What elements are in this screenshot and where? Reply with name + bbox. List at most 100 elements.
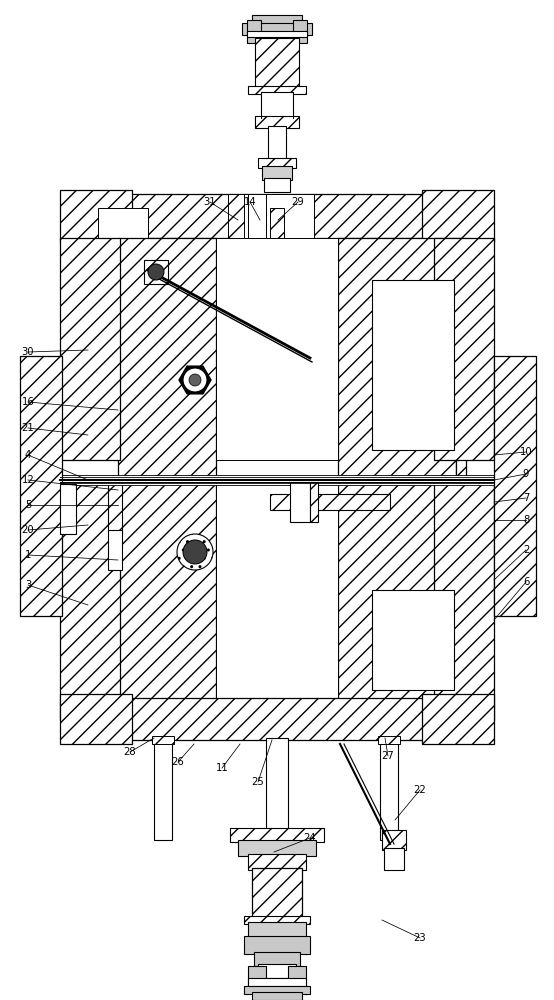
Bar	[258, 158, 296, 168]
Bar	[240, 194, 314, 238]
Bar	[248, 922, 306, 938]
Bar	[268, 126, 286, 160]
Circle shape	[177, 534, 213, 570]
Text: 10: 10	[520, 447, 532, 457]
Bar	[338, 480, 456, 700]
Bar	[154, 738, 172, 840]
Bar	[456, 238, 466, 480]
Bar	[238, 840, 316, 856]
Bar	[20, 356, 62, 616]
Bar	[108, 530, 122, 570]
Bar	[60, 238, 120, 460]
Text: 23: 23	[414, 933, 427, 943]
Text: 6: 6	[523, 577, 529, 587]
Bar	[118, 238, 216, 480]
Bar	[60, 484, 76, 534]
Bar	[255, 33, 299, 43]
Polygon shape	[179, 380, 190, 394]
Bar	[262, 166, 292, 180]
Bar	[60, 475, 494, 485]
Bar	[290, 482, 310, 522]
Bar	[88, 698, 466, 740]
Text: 29: 29	[291, 197, 304, 207]
Text: 21: 21	[22, 423, 34, 433]
Bar	[242, 23, 312, 35]
Bar	[252, 868, 302, 918]
Polygon shape	[187, 366, 203, 371]
Bar	[98, 208, 148, 238]
Text: 25: 25	[252, 777, 264, 787]
Bar	[310, 482, 318, 522]
Bar	[248, 966, 266, 990]
Text: 26: 26	[172, 757, 184, 767]
Bar	[372, 280, 454, 450]
Bar	[144, 260, 168, 284]
Bar	[384, 848, 404, 870]
Bar	[255, 38, 299, 88]
Text: 8: 8	[523, 515, 529, 525]
Bar	[248, 194, 266, 238]
Bar	[264, 178, 290, 192]
Text: 24: 24	[304, 833, 316, 843]
Circle shape	[183, 540, 207, 564]
Text: 1: 1	[25, 550, 31, 560]
Bar	[288, 966, 306, 990]
Text: 12: 12	[22, 475, 34, 485]
Bar	[338, 238, 456, 480]
Bar	[88, 194, 466, 238]
Bar	[255, 116, 299, 128]
Bar	[230, 828, 324, 842]
Polygon shape	[179, 366, 190, 380]
Bar	[494, 356, 536, 616]
Bar	[244, 936, 310, 954]
Bar	[247, 31, 307, 37]
Polygon shape	[200, 380, 211, 394]
Bar	[60, 694, 132, 744]
Bar	[252, 15, 302, 25]
Bar	[372, 590, 454, 690]
Bar	[261, 92, 293, 118]
Polygon shape	[200, 366, 211, 380]
Text: 2: 2	[523, 545, 529, 555]
Bar	[434, 238, 494, 460]
Bar	[252, 992, 302, 1000]
Bar	[60, 480, 120, 720]
Bar	[456, 480, 466, 700]
Bar	[270, 208, 284, 238]
Bar	[248, 86, 306, 94]
Bar	[258, 964, 296, 978]
Bar	[380, 738, 398, 840]
Bar	[118, 480, 216, 700]
Bar	[382, 830, 406, 850]
Bar	[244, 916, 310, 924]
Bar	[247, 20, 261, 43]
Text: 31: 31	[204, 197, 216, 207]
Bar	[293, 20, 307, 43]
Text: 27: 27	[382, 751, 394, 761]
Bar	[60, 190, 132, 242]
Polygon shape	[187, 389, 203, 394]
Text: 7: 7	[523, 493, 529, 503]
Bar	[228, 194, 244, 238]
Text: 22: 22	[414, 785, 427, 795]
Text: 4: 4	[25, 450, 31, 460]
Text: 20: 20	[22, 525, 34, 535]
Text: 5: 5	[25, 500, 31, 510]
Bar	[422, 190, 494, 242]
Text: 3: 3	[25, 580, 31, 590]
Text: 9: 9	[523, 469, 529, 479]
Bar	[254, 952, 300, 966]
Bar	[216, 480, 338, 700]
Bar	[270, 494, 390, 510]
Circle shape	[189, 374, 201, 386]
Bar	[266, 738, 288, 830]
Bar	[108, 484, 122, 532]
Text: 30: 30	[22, 347, 34, 357]
Bar	[378, 736, 400, 744]
Circle shape	[183, 368, 207, 392]
Bar	[216, 238, 338, 460]
Bar	[422, 694, 494, 744]
Text: 28: 28	[124, 747, 136, 757]
Text: 11: 11	[216, 763, 228, 773]
Bar	[244, 986, 310, 994]
